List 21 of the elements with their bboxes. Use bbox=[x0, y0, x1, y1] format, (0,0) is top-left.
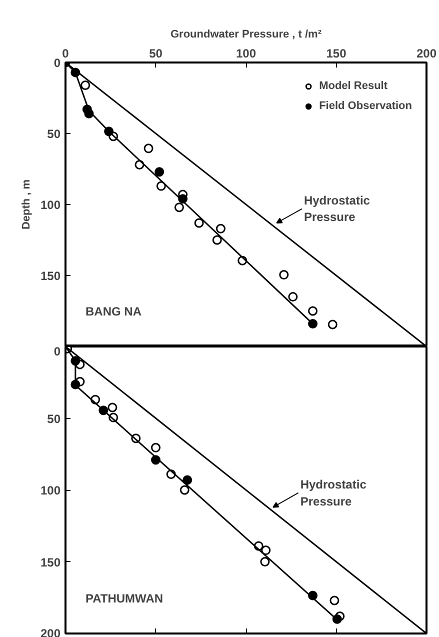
x-tick-label: 150 bbox=[326, 46, 347, 60]
legend-label: Model Result bbox=[319, 80, 388, 92]
x-tick-label: 50 bbox=[149, 46, 163, 60]
y-tick-label: 150 bbox=[40, 555, 61, 570]
y-axis-title: Depth , m bbox=[20, 179, 32, 230]
y-tick-label: 100 bbox=[40, 198, 61, 212]
x-tick-label: 0 bbox=[62, 46, 70, 60]
y-tick-label: 100 bbox=[40, 484, 61, 498]
annotation: Hydrostatic Pressure bbox=[300, 477, 367, 508]
y-tick-label: 0 bbox=[54, 56, 61, 70]
y-tick-label: 150 bbox=[40, 269, 61, 283]
y-tick-label: 50 bbox=[47, 127, 61, 141]
annotation: BANG NA bbox=[86, 304, 142, 318]
y-tick-label: 0 bbox=[54, 344, 61, 358]
y-tick-label: 50 bbox=[47, 412, 61, 426]
x-tick-label: 200 bbox=[416, 46, 437, 60]
x-axis-title: Groundwater Pressure , t /m² bbox=[170, 28, 322, 40]
annotation: Hydrostatic Pressure bbox=[304, 193, 370, 224]
legend-label: Field Observation bbox=[319, 100, 412, 112]
annotation: PATHUMWAN bbox=[86, 592, 164, 606]
x-tick-label: 100 bbox=[236, 46, 256, 60]
